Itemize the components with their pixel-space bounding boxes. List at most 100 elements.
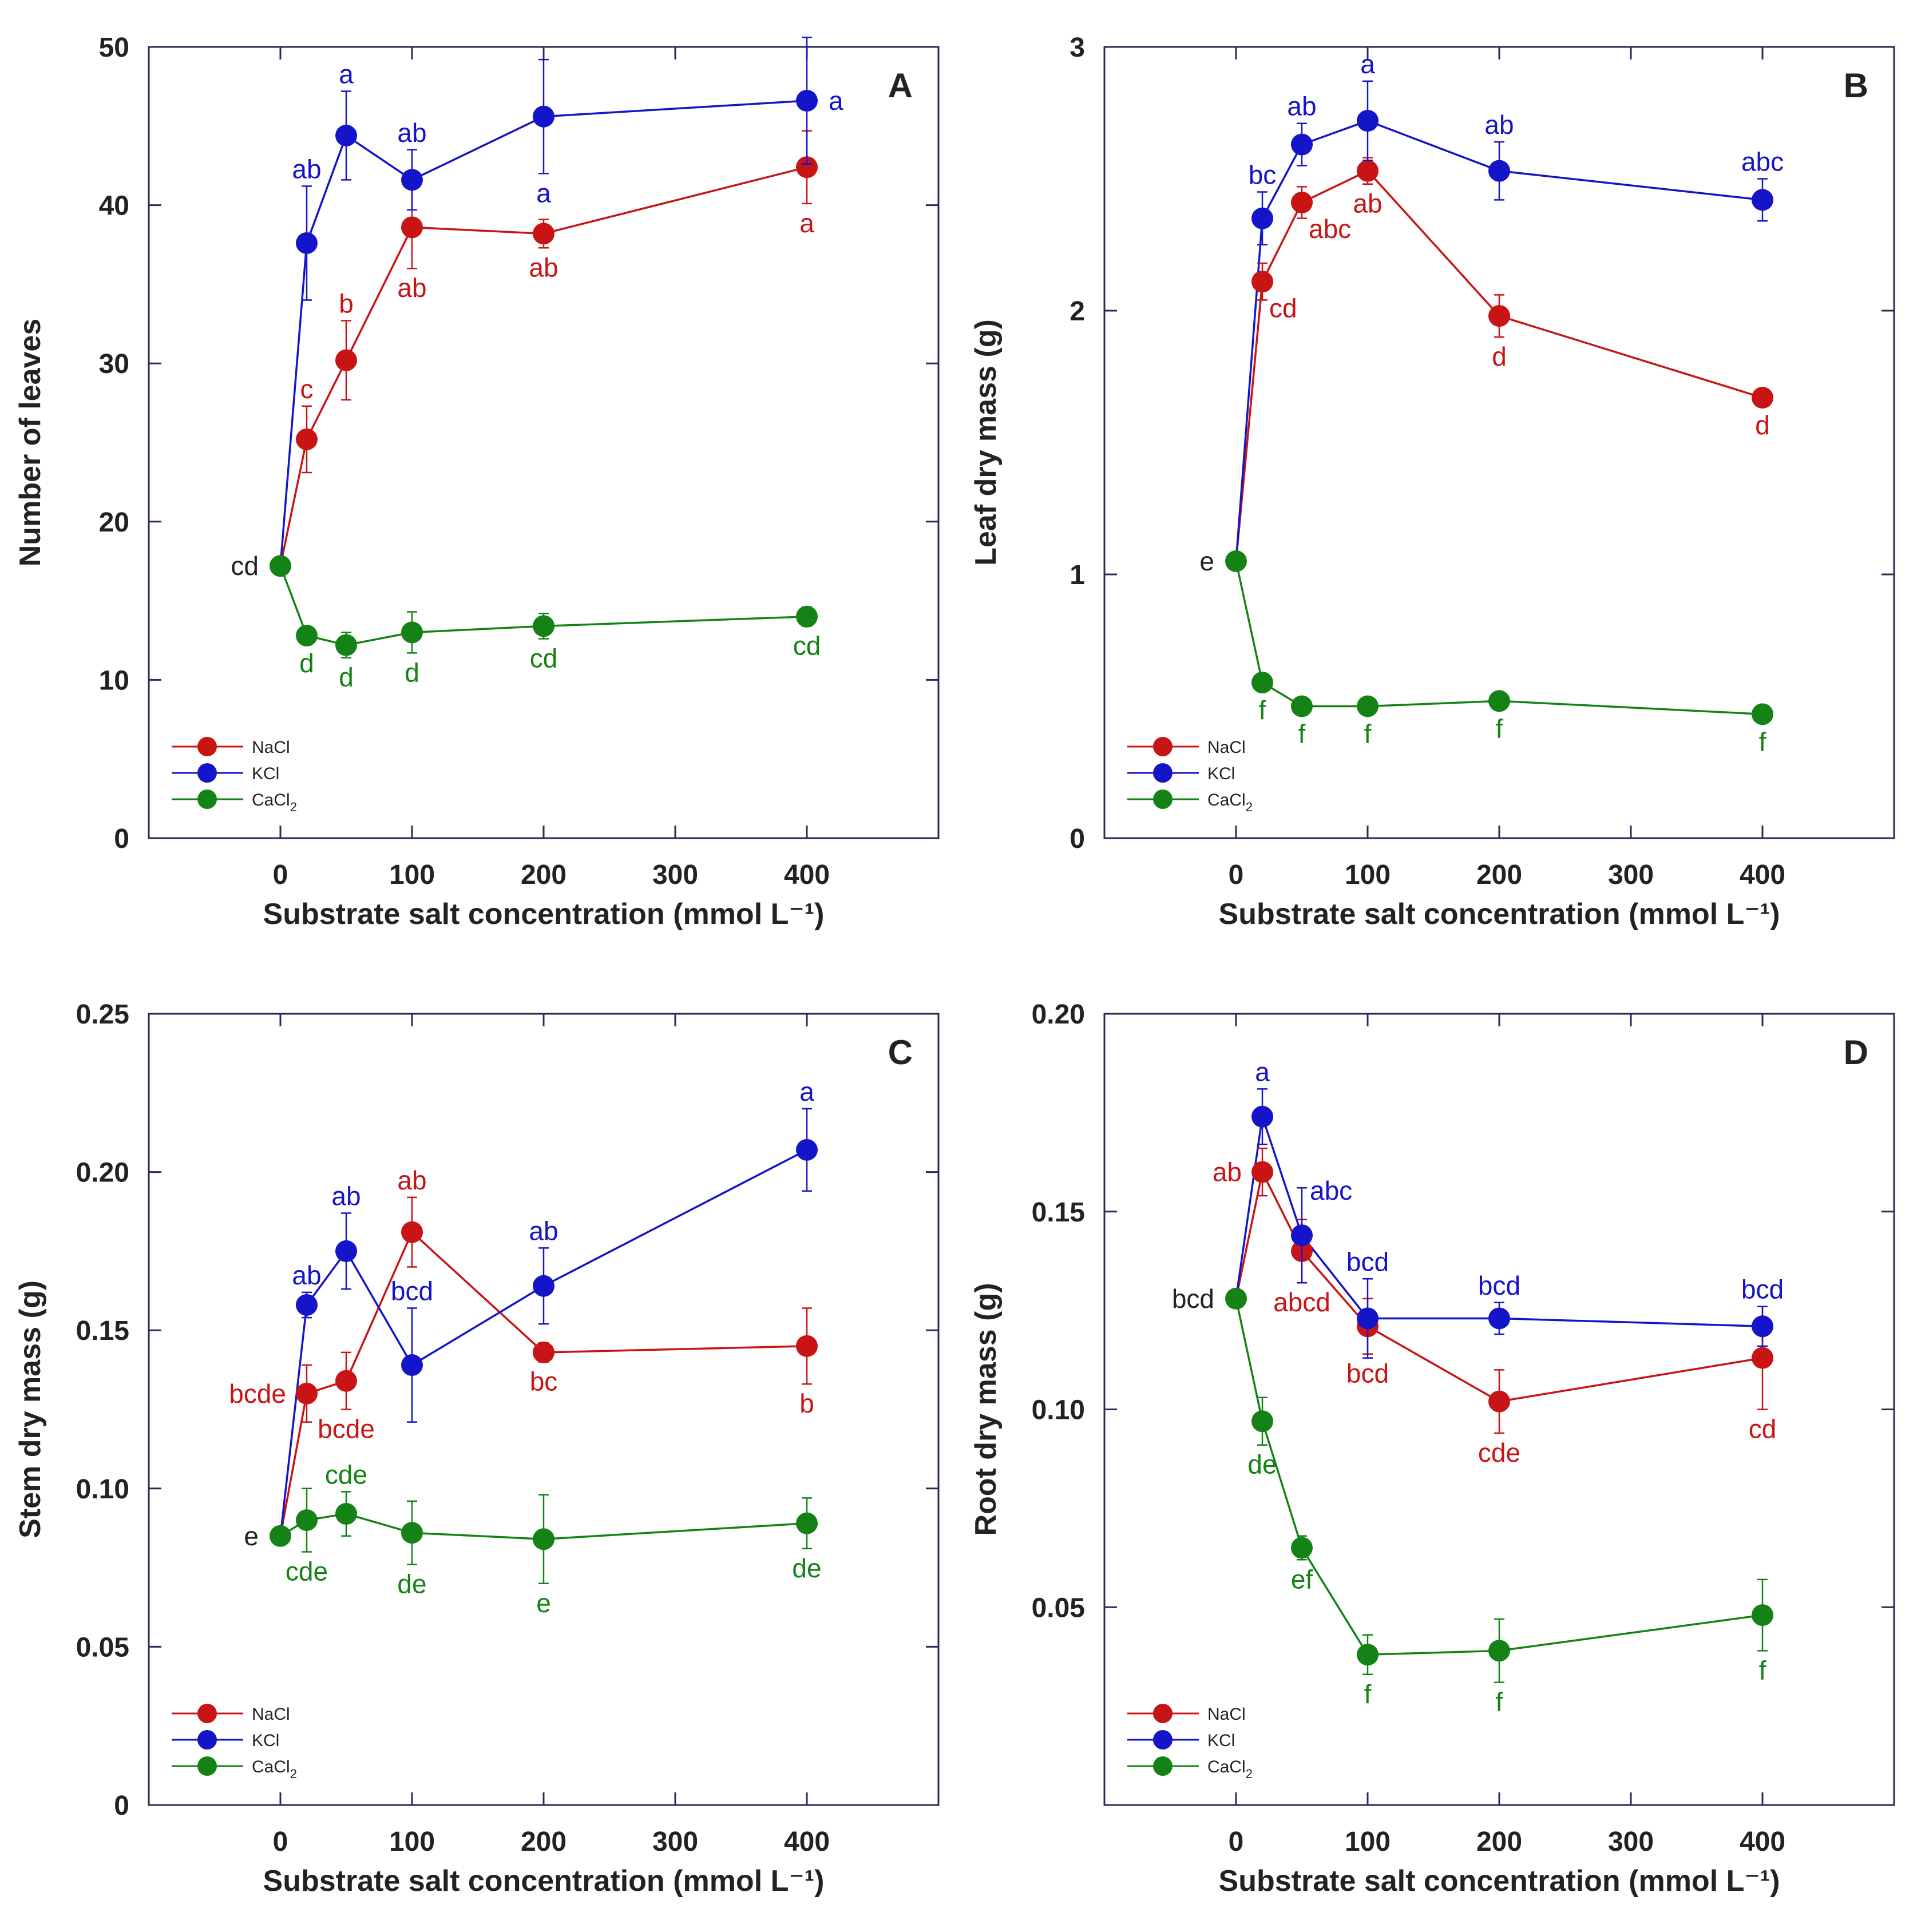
y-tick-label: 0.15: [76, 1316, 129, 1346]
x-tick-label: 0: [1229, 860, 1244, 890]
control-point: [270, 555, 291, 577]
sig-label-nacl: bc: [530, 1367, 558, 1397]
panel-b: 0 1 2 3 0 100 200 300 400 Substrate salt concentr…: [969, 33, 1895, 931]
data-point-cacl2: [1488, 1640, 1510, 1662]
legend-marker: [197, 790, 217, 809]
control-point: [270, 1525, 291, 1547]
y-tick-label: 0: [1070, 824, 1085, 854]
panel-letter: A: [888, 66, 913, 105]
y-axis-title: Root dry mass (g): [969, 1283, 1003, 1536]
sig-label-nacl: ab: [1213, 1157, 1242, 1187]
control-point: [1225, 550, 1247, 572]
x-tick-label: 400: [784, 1827, 830, 1857]
data-point-cacl2: [1752, 1604, 1773, 1626]
sig-label-kcl: ab: [397, 118, 426, 148]
panel-letter: C: [888, 1033, 913, 1072]
legend-marker: [1153, 1730, 1173, 1749]
series-line-cacl2: [279, 565, 807, 646]
data-point-cacl2: [1357, 1644, 1379, 1666]
data-point-kcl: [1251, 1105, 1273, 1128]
y-tick-label: 0: [114, 1791, 129, 1821]
data-point-cacl2: [296, 624, 318, 646]
data-point-kcl: [401, 169, 423, 191]
panel-d: 0.05 0.10 0.15 0.20 0 100 200 300 400 Substrate s…: [969, 999, 1895, 1898]
panel-letter: D: [1844, 1033, 1868, 1072]
data-point-nacl: [796, 156, 818, 178]
sig-label-nacl: a: [799, 208, 814, 238]
data-point-nacl: [335, 349, 357, 371]
data-point-nacl: [533, 223, 554, 245]
x-axis-title: Substrate salt concentration (mmol L⁻¹): [1219, 1864, 1780, 1898]
sig-label-kcl: bc: [1249, 160, 1277, 190]
legend-label: NaCl: [252, 738, 290, 757]
legend-subscript: 2: [290, 800, 297, 814]
x-tick-label: 200: [1476, 1827, 1522, 1857]
sig-label-kcl: a: [799, 1077, 814, 1106]
y-tick-label: 0.25: [76, 999, 129, 1030]
sig-label-cacl2: de: [1247, 1450, 1277, 1479]
data-point-nacl: [296, 428, 318, 450]
sig-label-cacl2: cde: [325, 1459, 367, 1489]
data-point-kcl: [335, 124, 357, 146]
y-tick-label: 20: [99, 507, 129, 538]
x-tick-label: 100: [389, 860, 435, 890]
y-tick-label: 0.05: [76, 1632, 129, 1663]
sig-label-cacl2: f: [1364, 1679, 1372, 1709]
sig-label-nacl: bcde: [318, 1414, 375, 1444]
x-tick-label: 0: [1229, 1827, 1244, 1857]
sig-label-cacl2: cd: [793, 630, 821, 660]
sig-label-cacl2: ef: [1291, 1564, 1313, 1594]
sig-label-nacl: d: [1755, 410, 1770, 440]
sig-label-cacl2: f: [1364, 719, 1372, 749]
data-point-nacl: [533, 1341, 554, 1363]
data-point-cacl2: [401, 1522, 423, 1544]
plot-frame: [148, 1013, 940, 1806]
data-point-kcl: [533, 1275, 554, 1297]
legend-marker: [197, 1756, 217, 1776]
sig-label-nacl: b: [339, 289, 354, 319]
x-tick-label: 100: [1345, 1827, 1391, 1857]
legend-marker: [197, 763, 217, 783]
data-point-cacl2: [296, 1509, 318, 1532]
sig-label-kcl: ab: [292, 154, 321, 184]
y-tick-label: 0.05: [1032, 1593, 1085, 1623]
data-point-nacl: [335, 1370, 357, 1392]
legend-label: CaCl2: [1207, 1758, 1253, 1781]
legend-marker: [1153, 790, 1173, 809]
data-point-cacl2: [1357, 695, 1379, 717]
sig-label-cacl2: f: [1759, 1655, 1766, 1685]
data-point-nacl: [1488, 305, 1510, 327]
control-sig-label: e: [244, 1521, 259, 1551]
sig-label-kcl: abc: [1310, 1176, 1352, 1205]
sig-label-cacl2: de: [397, 1569, 426, 1599]
data-point-kcl: [1291, 133, 1313, 156]
y-tick-label: 0: [114, 824, 129, 854]
sig-label-kcl: bcd: [1478, 1271, 1520, 1300]
sig-label-cacl2: f: [1298, 719, 1306, 749]
y-tick-label: 0.10: [1032, 1395, 1085, 1426]
series-line-kcl: [279, 100, 807, 566]
sig-label-cacl2: f: [1259, 695, 1266, 725]
x-tick-label: 400: [784, 860, 830, 890]
control-sig-label: e: [1199, 546, 1214, 576]
x-tick-label: 300: [652, 860, 698, 890]
sig-label-nacl: abc: [1309, 214, 1351, 244]
sig-label-nacl: ab: [397, 1165, 426, 1195]
data-point-kcl: [1357, 110, 1379, 132]
y-tick-label: 40: [99, 191, 129, 221]
series-line-kcl: [279, 1149, 807, 1536]
sig-label-cacl2: d: [299, 648, 314, 678]
sig-label-cacl2: cde: [286, 1556, 328, 1586]
series-line-cacl2: [1235, 561, 1763, 716]
legend-marker: [1153, 1756, 1173, 1776]
series-line-nacl: [1235, 169, 1763, 562]
sig-label-kcl: a: [536, 178, 551, 208]
sig-label-cacl2: cd: [530, 643, 558, 673]
x-tick-label: 200: [521, 860, 567, 890]
data-point-nacl: [1752, 387, 1773, 409]
data-point-cacl2: [401, 621, 423, 644]
sig-label-nacl: abcd: [1273, 1287, 1330, 1317]
x-tick-label: 400: [1740, 1827, 1785, 1857]
control-sig-label: bcd: [1172, 1284, 1214, 1314]
